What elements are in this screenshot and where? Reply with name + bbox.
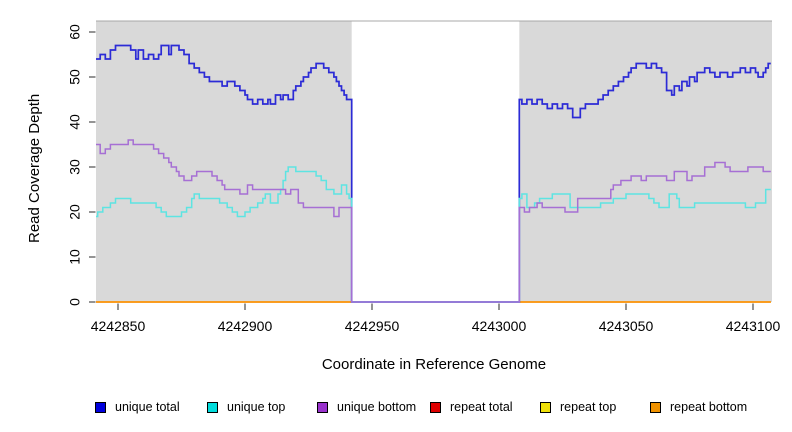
y-tick-label: 30 [67, 159, 83, 175]
y-tick-label: 0 [67, 298, 83, 306]
legend-label: repeat top [560, 400, 617, 414]
series-unique-top [96, 166, 771, 303]
legend-item-unique-top: unique top [207, 398, 285, 416]
legend-item-unique-total: unique total [95, 398, 180, 416]
series-unique-total [96, 44, 771, 303]
legend-label: unique top [227, 400, 286, 414]
series-group [96, 44, 771, 303]
x-tick-label: 4243000 [472, 318, 527, 334]
legend-label: unique total [115, 400, 180, 414]
legend-item-repeat-top: repeat top [540, 398, 616, 416]
legend-swatch-unique-total [95, 401, 106, 413]
legend-swatch-repeat-top [540, 401, 551, 413]
legend-item-repeat-total: repeat total [430, 398, 513, 416]
legend: unique total unique top unique bottom repea… [0, 398, 792, 418]
x-tick-label: 4242950 [345, 318, 400, 334]
legend-swatch-unique-bottom [317, 401, 328, 413]
y-axis-title: Read Coverage Depth [26, 93, 43, 243]
x-axis-title: Coordinate in Reference Genome [321, 356, 547, 373]
legend-swatch-unique-top [207, 401, 218, 413]
x-tick-label: 4242900 [218, 318, 273, 334]
legend-label: repeat bottom [670, 400, 748, 414]
y-tick-label: 20 [67, 204, 83, 220]
series-unique-bottom [96, 139, 771, 303]
legend-swatch-repeat-total [430, 401, 441, 413]
legend-label: repeat total [450, 400, 513, 414]
y-tick-label: 50 [67, 69, 83, 85]
legend-swatch-repeat-bottom [650, 401, 661, 413]
y-tick-label: 10 [67, 249, 83, 265]
legend-item-unique-bottom: unique bottom [317, 398, 416, 416]
y-tick-label: 60 [67, 24, 83, 40]
gap-region [351, 21, 520, 302]
x-tick-label: 4242850 [91, 318, 146, 334]
x-tick-label: 4243100 [726, 318, 781, 334]
y-tick-label: 40 [67, 114, 83, 130]
x-tick-label: 4243050 [599, 318, 654, 334]
legend-item-repeat-bottom: repeat bottom [650, 398, 747, 416]
legend-label: unique bottom [337, 400, 417, 414]
